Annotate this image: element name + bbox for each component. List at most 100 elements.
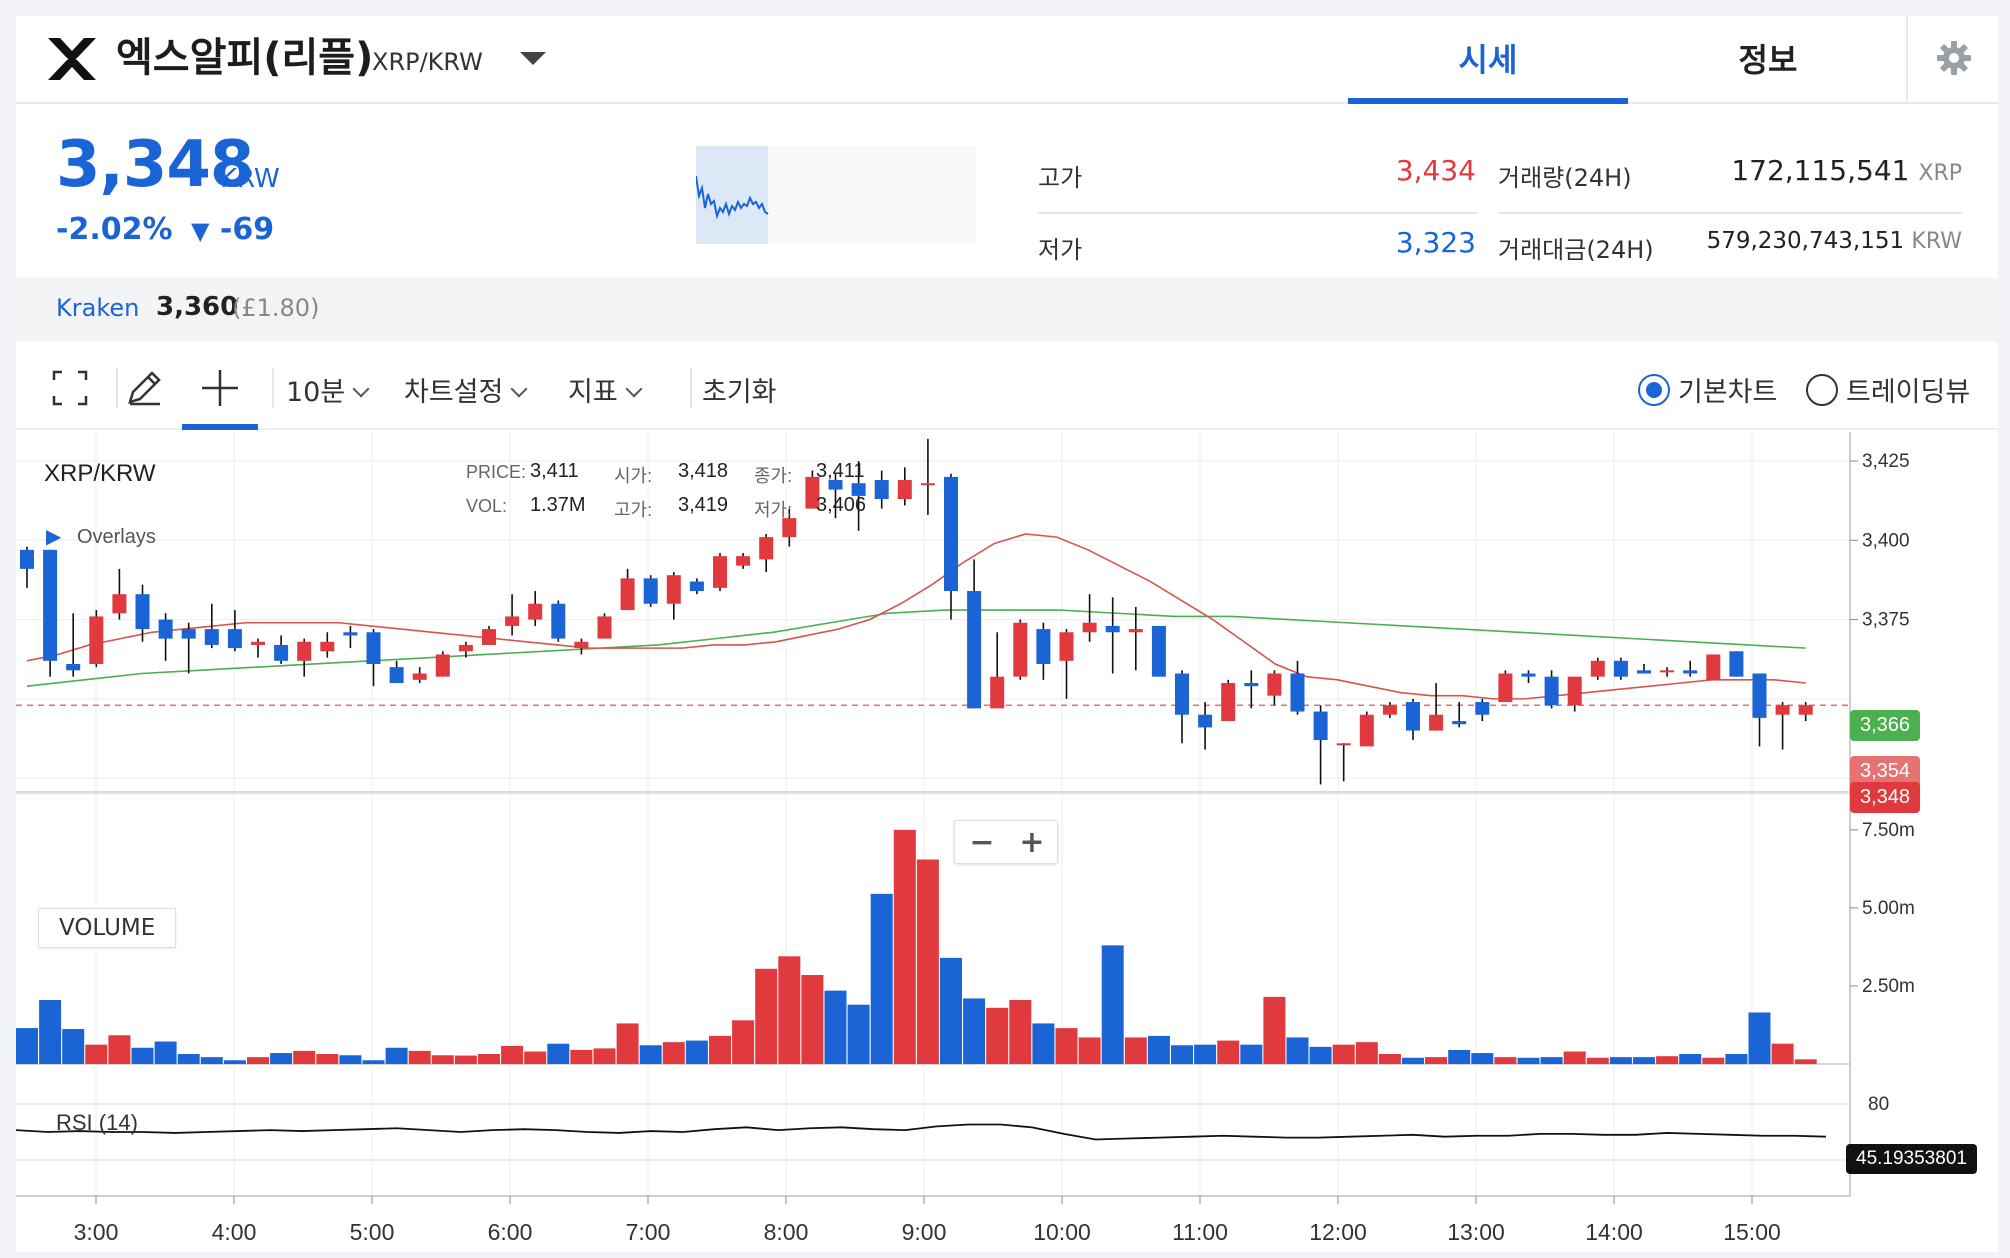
volume-bar xyxy=(801,975,824,1064)
candle-body xyxy=(1752,673,1767,718)
candle-body xyxy=(435,654,450,677)
candle-body xyxy=(366,632,381,664)
candle-body xyxy=(227,629,242,649)
candle-body xyxy=(20,549,34,569)
basic-chart-radio[interactable] xyxy=(1638,374,1670,406)
volume-bar xyxy=(1032,1023,1055,1064)
pencil-icon[interactable] xyxy=(124,368,164,408)
candle-body xyxy=(1198,714,1213,728)
high-label: 고가 xyxy=(1038,164,1083,192)
volume-bar xyxy=(1378,1054,1401,1064)
tab-info[interactable]: 정보 xyxy=(1738,41,1798,79)
candle-body xyxy=(1313,711,1328,741)
mini-sparkline xyxy=(696,146,976,244)
chevron-down-icon xyxy=(510,380,528,398)
price-tick-label: 3,400 xyxy=(1862,530,1910,551)
volume-bar xyxy=(1240,1044,1263,1064)
interval-dropdown[interactable]: 10분 xyxy=(286,370,370,409)
candle-body xyxy=(1706,654,1721,680)
candle-body xyxy=(1567,676,1582,706)
volume-bar xyxy=(154,1041,177,1064)
candle-body xyxy=(66,663,81,671)
chart-toolbar: 10분 차트설정 지표 초기화 기본차트 트레이딩뷰 xyxy=(16,346,1998,430)
crosshair-icon[interactable] xyxy=(200,368,240,408)
xrp-logo-icon xyxy=(48,38,96,80)
volume-tick-label: 2.50m xyxy=(1862,976,1915,997)
volume-bar xyxy=(986,1007,1009,1064)
volume-bar xyxy=(755,968,778,1064)
volume-bar xyxy=(732,1020,755,1064)
indicators-dropdown[interactable]: 지표 xyxy=(568,370,643,409)
candle-body xyxy=(944,476,958,592)
candle-body xyxy=(1683,670,1698,674)
x-tick-label: 3:00 xyxy=(74,1219,119,1245)
high-value: 3,434 xyxy=(1395,154,1476,187)
candle-body xyxy=(874,480,889,500)
exchange-name[interactable]: Kraken xyxy=(56,294,140,322)
volume-bar xyxy=(200,1057,223,1064)
overlays-toggle[interactable]: ▶ Overlays xyxy=(46,524,156,549)
chart-area[interactable]: 3,4253,4003,3753,3257.50m5.00m2.50m80203… xyxy=(16,432,1998,1252)
ohlc-price-label: PRICE: xyxy=(466,462,527,482)
candle-body xyxy=(597,616,612,639)
rsi-line xyxy=(16,1123,1827,1141)
candle-body xyxy=(1267,673,1282,696)
price-tick-label: 3,375 xyxy=(1862,610,1910,631)
volume-bar xyxy=(1609,1057,1632,1064)
coin-dropdown-icon[interactable] xyxy=(520,52,546,65)
price-chart[interactable]: 3,4253,4003,3753,3257.50m5.00m2.50m80203… xyxy=(16,432,1998,1252)
volume-bar xyxy=(1794,1059,1817,1064)
volume-bar xyxy=(1147,1035,1170,1064)
volume-bar xyxy=(1563,1051,1586,1064)
current-price: 3,348 xyxy=(56,128,254,202)
zoom-in-button[interactable]: + xyxy=(1019,825,1045,860)
ohlc-high-label: 고가: xyxy=(614,500,653,520)
volume-bar xyxy=(247,1057,269,1064)
volume-bar xyxy=(270,1053,293,1064)
candle-body xyxy=(828,480,843,490)
reset-button[interactable]: 초기화 xyxy=(702,377,777,408)
fullscreen-icon[interactable] xyxy=(52,370,88,406)
volume-bar xyxy=(39,1000,62,1064)
settings-button[interactable] xyxy=(1906,16,1998,104)
candle-body xyxy=(1290,673,1305,712)
volume-tick-label: 7.50m xyxy=(1862,820,1915,841)
basic-chart-label[interactable]: 기본차트 xyxy=(1678,377,1778,408)
price-unit: KRW xyxy=(220,164,280,194)
volume-bar xyxy=(1101,945,1124,1064)
trading-view-radio[interactable] xyxy=(1806,374,1838,406)
volume-bar xyxy=(1078,1037,1101,1064)
candle-body xyxy=(1082,622,1097,633)
tab-active-indicator xyxy=(1348,98,1628,104)
volume-bar xyxy=(478,1054,500,1064)
volume-bar xyxy=(593,1048,616,1064)
divider xyxy=(1498,212,1962,214)
volume-bar xyxy=(1332,1044,1355,1064)
ma-short-line xyxy=(26,533,1806,700)
volume-bar xyxy=(1055,1028,1078,1064)
ohlc-close-label: 종가: xyxy=(754,466,793,486)
candle-body xyxy=(1036,629,1051,664)
price-change: -2.02% ▼ -69 xyxy=(56,212,274,247)
candle-body xyxy=(112,594,127,614)
volume-bar xyxy=(1217,1040,1240,1064)
chart-settings-dropdown[interactable]: 차트설정 xyxy=(404,370,528,409)
volume-bar xyxy=(1702,1057,1725,1064)
trading-view-label[interactable]: 트레이딩뷰 xyxy=(1846,377,1971,408)
volume-bar xyxy=(1124,1037,1147,1064)
x-tick-label: 9:00 xyxy=(902,1219,947,1245)
chevron-down-icon xyxy=(352,380,370,398)
candle-body xyxy=(274,644,289,661)
zoom-out-button[interactable]: − xyxy=(969,825,995,860)
volume-bar xyxy=(431,1055,454,1064)
trade-value-label: 거래대금(24H) xyxy=(1498,236,1654,264)
candle-body xyxy=(1105,625,1120,633)
volume-bar xyxy=(293,1050,316,1064)
tab-price[interactable]: 시세 xyxy=(1458,41,1518,79)
ma-long-line xyxy=(26,609,1806,687)
x-tick-label: 4:00 xyxy=(212,1219,257,1245)
candle-body xyxy=(736,556,751,566)
x-tick-label: 12:00 xyxy=(1309,1219,1367,1245)
volume-bar xyxy=(1355,1042,1378,1064)
x-tick-label: 7:00 xyxy=(626,1219,671,1245)
